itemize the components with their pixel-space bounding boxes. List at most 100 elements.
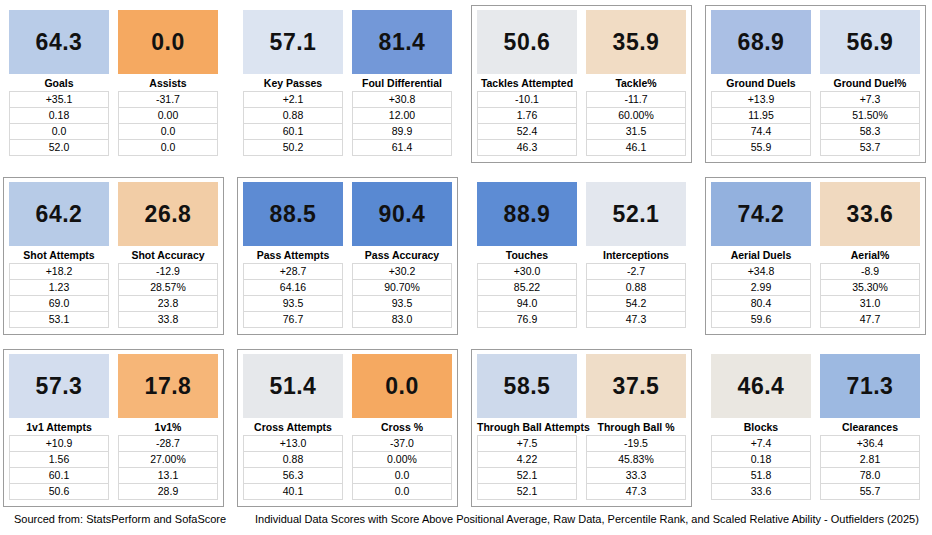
stat-value-cell: +30.2 [352,263,452,280]
stat-value-cell: +28.7 [243,263,343,280]
stat-value-cell: -2.7 [586,263,686,280]
stat-label: Shot Accuracy [118,246,218,264]
stat-value-cell: 52.1 [477,483,577,500]
stat-value-cell: 0.88 [243,451,343,468]
stat-label: 1v1% [118,418,218,436]
stat-card: 81.4Foul Differential+30.812.0089.961.4 [352,10,452,158]
stat-label: Cross % [352,418,452,436]
stat-value-cell: 0.88 [243,107,343,124]
stat-value-cell: 1.56 [9,451,109,468]
stat-value-cell: +7.3 [820,91,920,108]
stat-value-cell: 56.3 [243,467,343,484]
score-value: 52.1 [586,182,686,246]
stat-card: 58.5Through Ball Attempts+7.54.2252.152.… [477,354,577,502]
stat-value-cell: -12.9 [118,263,218,280]
stat-card: 57.31v1 Attempts+10.91.5660.150.6 [9,354,109,502]
score-value: 51.4 [243,354,343,418]
stat-value-cell: 61.4 [352,139,452,156]
score-value: 88.9 [477,182,577,246]
stat-value-cell: +13.9 [711,91,811,108]
stat-card: 33.6Aerial%-8.935.30%31.047.7 [820,182,920,330]
score-value: 0.0 [118,10,218,74]
stat-group: 88.5Pass Attempts+28.764.1693.576.790.4P… [237,177,458,335]
score-value: 0.0 [352,354,452,418]
footer-source-text: Sourced from: StatsPerform and SofaScore [14,511,226,527]
stat-card: 90.4Pass Accuracy+30.290.70%93.583.0 [352,182,452,330]
stat-value-cell: 76.7 [243,311,343,328]
stat-value-cell: 31.5 [586,123,686,140]
stat-value-cell: 69.0 [9,295,109,312]
stat-label: Clearances [820,418,920,436]
stat-group: 68.9Ground Duels+13.911.9574.455.956.9Gr… [705,5,926,163]
stat-value-cell: 74.4 [711,123,811,140]
score-value: 46.4 [711,354,811,418]
score-value: 56.9 [820,10,920,74]
score-value: 33.6 [820,182,920,246]
stat-card: 52.1Interceptions-2.70.8854.247.3 [586,182,686,330]
stat-group: 64.3Goals+35.10.180.052.00.0Assists-31.7… [3,5,224,163]
stat-value-cell: +34.8 [711,263,811,280]
stat-value-cell: 55.9 [711,139,811,156]
stat-value-cell: 0.00 [118,107,218,124]
score-value: 74.2 [711,182,811,246]
score-value: 81.4 [352,10,452,74]
stat-value-cell: -37.0 [352,435,452,452]
stat-value-cell: 83.0 [352,311,452,328]
stat-value-cell: 11.95 [711,107,811,124]
stat-value-cell: 28.57% [118,279,218,296]
score-value: 37.5 [586,354,686,418]
stat-value-cell: -11.7 [586,91,686,108]
stat-value-cell: 55.7 [820,483,920,500]
stat-card: 17.81v1%-28.727.00%13.128.9 [118,354,218,502]
stat-value-cell: 85.22 [477,279,577,296]
stat-value-cell: 59.6 [711,311,811,328]
stat-value-cell: +35.1 [9,91,109,108]
stat-value-cell: 1.76 [477,107,577,124]
stat-value-cell: 47.3 [586,483,686,500]
stat-value-cell: +30.8 [352,91,452,108]
stat-value-cell: 23.8 [118,295,218,312]
stat-value-cell: 13.1 [118,467,218,484]
stat-label: Assists [118,74,218,92]
score-value: 90.4 [352,182,452,246]
stat-value-cell: 93.5 [243,295,343,312]
stat-value-cell: 31.0 [820,295,920,312]
stat-value-cell: 46.1 [586,139,686,156]
stat-group: 57.1Key Passes+2.10.8860.150.281.4Foul D… [237,5,458,163]
stat-label: Blocks [711,418,811,436]
stat-value-cell: 64.16 [243,279,343,296]
stat-group: 88.9Touches+30.085.2294.076.952.1Interce… [471,177,692,335]
stat-group: 74.2Aerial Duels+34.82.9980.459.633.6Aer… [705,177,926,335]
stat-group: 64.2Shot Attempts+18.21.2369.053.126.8Sh… [3,177,224,335]
stat-label: Interceptions [586,246,686,264]
score-value: 26.8 [118,182,218,246]
stat-value-cell: -8.9 [820,263,920,280]
stat-value-cell: 0.0 [352,467,452,484]
stat-value-cell: +18.2 [9,263,109,280]
stat-value-cell: 35.30% [820,279,920,296]
stat-value-cell: 0.18 [9,107,109,124]
stat-label: Through Ball % [586,418,686,436]
stat-value-cell: 54.2 [586,295,686,312]
stat-label: Cross Attempts [243,418,343,436]
stat-label: Pass Accuracy [352,246,452,264]
stat-value-cell: 28.9 [118,483,218,500]
stat-card: 50.6Tackles Attempted-10.11.7652.446.3 [477,10,577,158]
stat-value-cell: 90.70% [352,279,452,296]
stat-value-cell: 2.99 [711,279,811,296]
stat-card: 37.5Through Ball %-19.545.83%33.347.3 [586,354,686,502]
stat-value-cell: 53.1 [9,311,109,328]
stat-value-cell: 1.23 [9,279,109,296]
stat-value-cell: 4.22 [477,451,577,468]
stat-value-cell: 89.9 [352,123,452,140]
score-value: 71.3 [820,354,920,418]
stat-value-cell: 51.8 [711,467,811,484]
stat-value-cell: -31.7 [118,91,218,108]
stat-value-cell: +7.4 [711,435,811,452]
stat-group: 57.31v1 Attempts+10.91.5660.150.617.81v1… [3,349,224,507]
score-value: 68.9 [711,10,811,74]
stat-value-cell: 0.0 [118,139,218,156]
stat-value-cell: 60.1 [9,467,109,484]
stat-label: Goals [9,74,109,92]
stat-value-cell: 60.1 [243,123,343,140]
